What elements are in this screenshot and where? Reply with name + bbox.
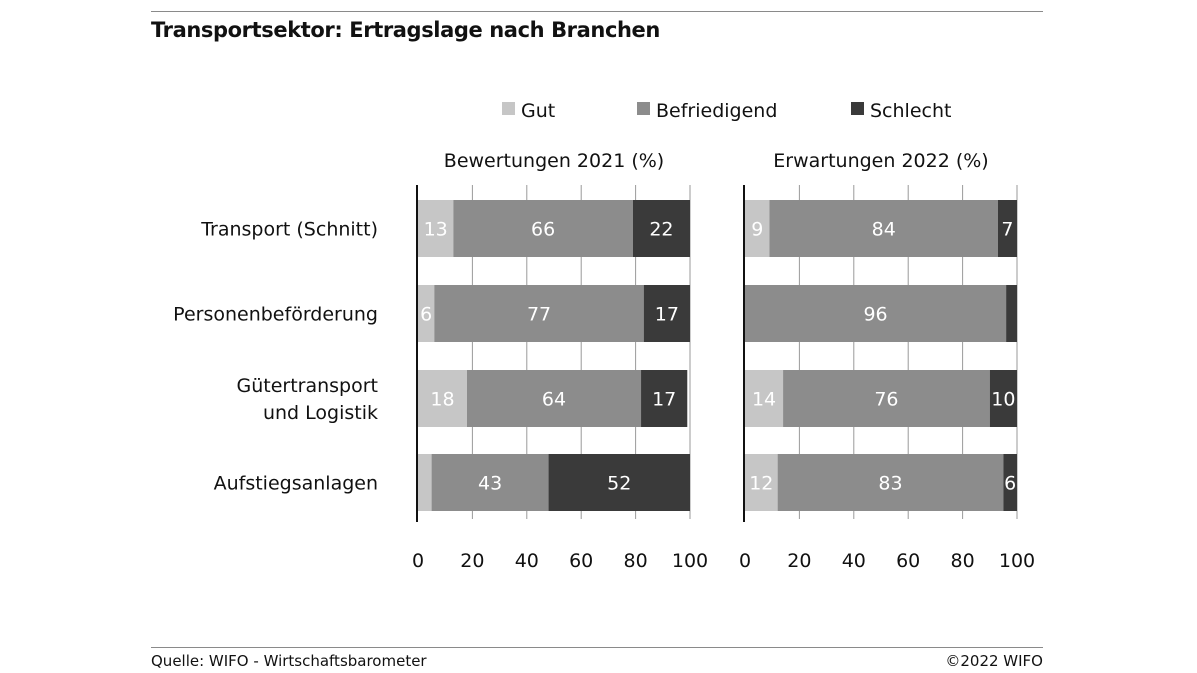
data-label-gut-personenbeforderung: 6 [420, 304, 432, 326]
x-tick-label-20: 20 [460, 550, 484, 572]
x-tick-label-80: 80 [951, 550, 975, 572]
x-tick-label-40: 40 [515, 550, 539, 572]
panel-1: Bewertungen 2021 (%) 13 66 22 6 77 17 18 64 17 43 5… [412, 150, 708, 572]
x-tick-label-20: 20 [787, 550, 811, 572]
data-label-schlecht-personenbeforderung: 17 [655, 304, 679, 326]
x-tick-label-40: 40 [842, 550, 866, 572]
data-label-gut-aufstiegsanlagen: 12 [749, 473, 773, 495]
data-label-befriedigend-personenbeforderung: 77 [527, 304, 551, 326]
bar-befriedigend-aufstiegsanlagen [777, 454, 1004, 511]
bar-gut-transport-schnitt [418, 200, 454, 257]
bar-schlecht-gutertransport-und-logistik [989, 370, 1017, 427]
bar-gut-gutertransport-und-logistik [745, 370, 784, 427]
data-label-schlecht-gutertransport-und-logistik: 17 [652, 389, 676, 411]
legend-swatch-befriedigend [637, 102, 650, 115]
data-label-gut-transport-schnitt: 13 [424, 219, 448, 241]
data-label-schlecht-aufstiegsanlagen: 52 [607, 473, 631, 495]
x-tick-label-0: 0 [412, 550, 424, 572]
category-label-aufstiegsanlagen: Aufstiegsanlagen [214, 473, 378, 495]
bar-befriedigend-personenbeforderung [434, 285, 644, 342]
data-label-schlecht-gutertransport-und-logistik: 10 [991, 389, 1015, 411]
category-label-gutertransport-und-logistik: Gütertransport und Logistik [236, 375, 378, 424]
legend-label-schlecht: Schlecht [870, 100, 951, 122]
bottom-rule [151, 647, 1043, 648]
source-note: Quelle: WIFO - Wirtschaftsbarometer [151, 652, 427, 670]
data-label-schlecht-aufstiegsanlagen: 6 [1004, 473, 1016, 495]
x-tick-label-100: 100 [672, 550, 708, 572]
bar-befriedigend-personenbeforderung [745, 285, 1007, 342]
bar-schlecht-personenbeforderung [643, 285, 690, 342]
bar-schlecht-aufstiegsanlagen [548, 454, 690, 511]
data-label-gut-transport-schnitt: 9 [751, 219, 763, 241]
bar-gut-aufstiegsanlagen [745, 454, 778, 511]
bar-schlecht-personenbeforderung [1006, 285, 1017, 342]
bar-gut-gutertransport-und-logistik [418, 370, 467, 427]
bar-gut-transport-schnitt [745, 200, 770, 257]
data-label-gut-gutertransport-und-logistik: 14 [752, 389, 776, 411]
category-label-personenbeforderung: Personenbeförderung [173, 304, 378, 326]
panel-title-2: Erwartungen 2022 (%) [773, 150, 988, 172]
x-tick-label-100: 100 [999, 550, 1035, 572]
bar-schlecht-gutertransport-und-logistik [641, 370, 688, 427]
data-label-befriedigend-transport-schnitt: 66 [531, 219, 555, 241]
legend-swatch-gut [502, 102, 515, 115]
data-label-befriedigend-gutertransport-und-logistik: 64 [542, 389, 566, 411]
x-tick-label-60: 60 [569, 550, 593, 572]
bar-befriedigend-gutertransport-und-logistik [466, 370, 642, 427]
bar-befriedigend-transport-schnitt [769, 200, 998, 257]
bar-schlecht-aufstiegsanlagen [1003, 454, 1017, 511]
data-label-gut-gutertransport-und-logistik: 18 [430, 389, 454, 411]
data-label-schlecht-transport-schnitt: 7 [1001, 219, 1013, 241]
legend-swatch-schlecht [851, 102, 864, 115]
legend-label-befriedigend: Befriedigend [656, 100, 777, 122]
data-label-schlecht-transport-schnitt: 22 [649, 219, 673, 241]
data-label-befriedigend-aufstiegsanlagen: 43 [478, 473, 502, 495]
bar-befriedigend-aufstiegsanlagen [431, 454, 549, 511]
bar-gut-aufstiegsanlagen [418, 454, 432, 511]
legend-label-gut: Gut [521, 100, 555, 122]
data-label-befriedigend-transport-schnitt: 84 [872, 219, 896, 241]
panel-title-1: Bewertungen 2021 (%) [444, 150, 664, 172]
data-label-befriedigend-personenbeforderung: 96 [863, 304, 887, 326]
top-rule [151, 11, 1043, 12]
bar-befriedigend-gutertransport-und-logistik [783, 370, 990, 427]
x-tick-label-60: 60 [896, 550, 920, 572]
x-tick-label-0: 0 [739, 550, 751, 572]
bar-schlecht-transport-schnitt [632, 200, 690, 257]
bar-schlecht-transport-schnitt [997, 200, 1017, 257]
category-label-transport-schnitt: Transport (Schnitt) [200, 219, 378, 241]
copyright-note: ©2022 WIFO [945, 652, 1043, 670]
bar-gut-personenbeforderung [418, 285, 435, 342]
data-label-befriedigend-gutertransport-und-logistik: 76 [874, 389, 898, 411]
data-label-befriedigend-aufstiegsanlagen: 83 [878, 473, 902, 495]
bar-befriedigend-transport-schnitt [453, 200, 633, 257]
x-tick-label-80: 80 [624, 550, 648, 572]
chart-title: Transportsektor: Ertragslage nach Branch… [151, 18, 660, 42]
